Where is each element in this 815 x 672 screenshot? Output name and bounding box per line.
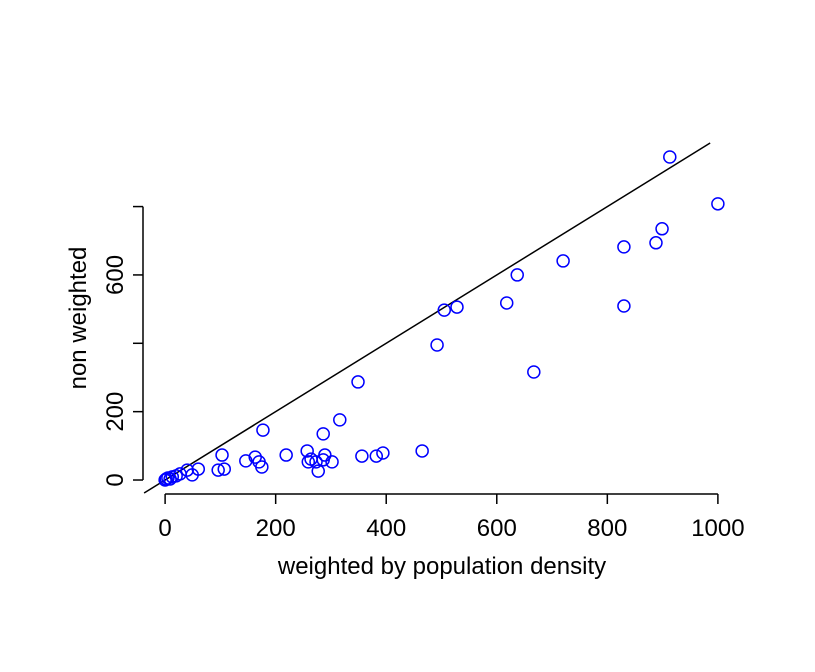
x-axis-label: weighted by population density (277, 553, 606, 580)
x-tick-label: 200 (256, 515, 296, 542)
point (311, 464, 325, 478)
point (239, 454, 253, 468)
point (301, 455, 316, 469)
point (655, 222, 669, 236)
point (499, 296, 514, 310)
point (527, 365, 541, 379)
point (158, 473, 172, 487)
x-tick-label: 1000 (691, 515, 744, 542)
point (369, 449, 384, 463)
point (649, 236, 663, 250)
point (255, 460, 269, 474)
point (163, 472, 177, 486)
point (510, 268, 524, 282)
y-tick-label: 600 (102, 255, 129, 295)
x-tick-label: 600 (477, 515, 517, 542)
point (217, 462, 232, 476)
point (325, 455, 339, 469)
point (211, 463, 225, 477)
x-tick-label: 400 (366, 515, 406, 542)
point (215, 448, 229, 462)
point (180, 463, 194, 477)
point (316, 427, 330, 441)
point (617, 299, 631, 313)
y-axis-label: non weighted (65, 247, 92, 390)
point (309, 455, 323, 469)
point (159, 472, 173, 486)
point (617, 240, 631, 254)
point (415, 444, 429, 458)
point (279, 448, 293, 462)
point (333, 413, 347, 427)
x-tick-label: 800 (587, 515, 627, 542)
point (556, 254, 570, 268)
point (450, 300, 464, 314)
x-tick-label: 0 (158, 515, 171, 542)
point (256, 423, 270, 437)
point (355, 449, 369, 463)
identity-line (143, 142, 711, 494)
point (430, 338, 444, 352)
point (663, 150, 677, 164)
point (711, 197, 725, 211)
point (351, 375, 365, 389)
point (437, 303, 452, 317)
point (300, 444, 314, 458)
point (248, 450, 262, 464)
y-tick-label: 200 (102, 392, 129, 432)
y-tick-label: 0 (102, 473, 129, 486)
point (376, 446, 390, 460)
